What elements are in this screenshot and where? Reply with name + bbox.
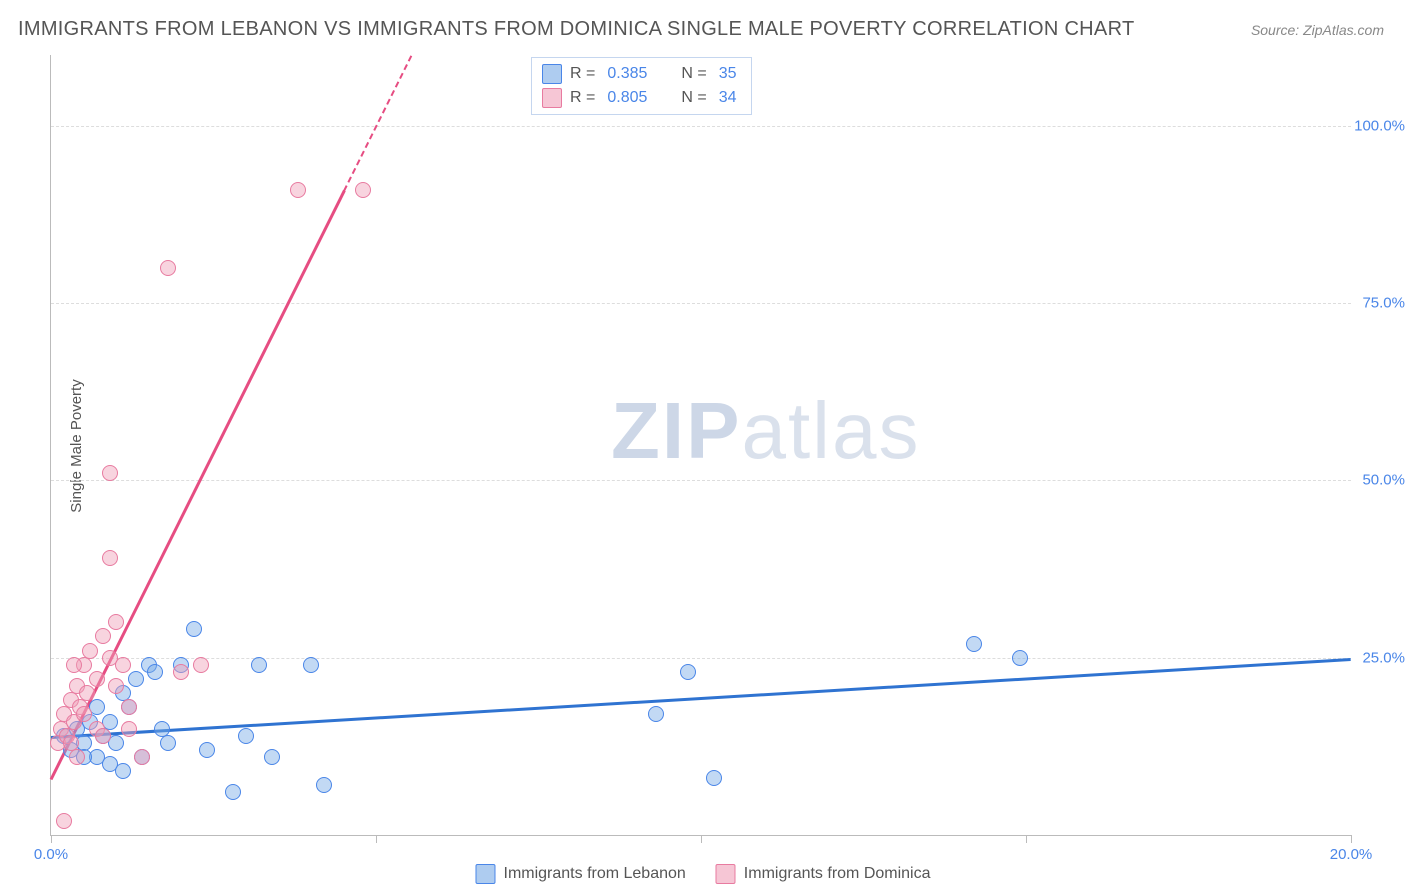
gridline	[51, 126, 1351, 127]
watermark-bold: ZIP	[611, 386, 741, 475]
y-tick-label: 75.0%	[1362, 295, 1405, 312]
data-point	[1012, 650, 1028, 666]
data-point	[102, 465, 118, 481]
data-point	[56, 813, 72, 829]
data-point	[966, 636, 982, 652]
n-label: N =	[681, 89, 706, 107]
x-tick	[1351, 835, 1352, 843]
r-label: R =	[570, 65, 595, 83]
y-tick-label: 25.0%	[1362, 649, 1405, 666]
x-tick	[376, 835, 377, 843]
x-tick	[51, 835, 52, 843]
legend-row-1: R = 0.385 N = 35	[542, 62, 737, 86]
n-value-1: 35	[719, 65, 737, 83]
data-point	[706, 770, 722, 786]
data-point	[66, 657, 82, 673]
source-label: Source:	[1251, 22, 1299, 38]
data-point	[108, 678, 124, 694]
data-point	[173, 664, 189, 680]
data-point	[648, 706, 664, 722]
source-link[interactable]: ZipAtlas.com	[1303, 22, 1384, 38]
source-attribution: Source: ZipAtlas.com	[1251, 22, 1384, 38]
legend-series: Immigrants from Lebanon Immigrants from …	[475, 864, 930, 884]
data-point	[115, 763, 131, 779]
data-point	[290, 182, 306, 198]
legend-swatch-pink	[542, 88, 562, 108]
data-point	[102, 550, 118, 566]
gridline	[51, 480, 1351, 481]
watermark: ZIPatlas	[611, 385, 920, 477]
data-point	[82, 643, 98, 659]
chart-title: IMMIGRANTS FROM LEBANON VS IMMIGRANTS FR…	[18, 18, 1134, 41]
data-point	[79, 685, 95, 701]
data-point	[251, 657, 267, 673]
data-point	[76, 706, 92, 722]
watermark-light: atlas	[741, 386, 920, 475]
gridline	[51, 658, 1351, 659]
r-value-2: 0.805	[607, 89, 647, 107]
legend-swatch-blue	[475, 864, 495, 884]
data-point	[186, 621, 202, 637]
gridline	[51, 303, 1351, 304]
data-point	[128, 671, 144, 687]
data-point	[160, 260, 176, 276]
data-point	[69, 749, 85, 765]
plot-area: ZIPatlas R = 0.385 N = 35 R = 0.805 N = …	[50, 55, 1351, 836]
data-point	[303, 657, 319, 673]
chart-container: IMMIGRANTS FROM LEBANON VS IMMIGRANTS FR…	[0, 0, 1406, 892]
data-point	[225, 784, 241, 800]
legend-swatch-pink	[716, 864, 736, 884]
data-point	[89, 671, 105, 687]
x-tick	[701, 835, 702, 843]
x-tick	[1026, 835, 1027, 843]
data-point	[355, 182, 371, 198]
data-point	[199, 742, 215, 758]
y-tick-label: 50.0%	[1362, 472, 1405, 489]
data-point	[121, 721, 137, 737]
legend-item-lebanon: Immigrants from Lebanon	[475, 864, 685, 884]
data-point	[193, 657, 209, 673]
data-point	[316, 777, 332, 793]
legend-swatch-blue	[542, 64, 562, 84]
data-point	[121, 699, 137, 715]
data-point	[147, 664, 163, 680]
r-value-1: 0.385	[607, 65, 647, 83]
n-label: N =	[681, 65, 706, 83]
data-point	[134, 749, 150, 765]
data-point	[95, 628, 111, 644]
n-value-2: 34	[719, 89, 737, 107]
data-point	[95, 728, 111, 744]
y-tick-label: 100.0%	[1354, 117, 1405, 134]
legend-stats: R = 0.385 N = 35 R = 0.805 N = 34	[531, 57, 752, 115]
regression-line	[51, 658, 1351, 739]
data-point	[680, 664, 696, 680]
x-tick-label: 0.0%	[34, 846, 68, 863]
data-point	[160, 735, 176, 751]
data-point	[238, 728, 254, 744]
data-point	[115, 657, 131, 673]
regression-line	[343, 56, 412, 192]
legend-label: Immigrants from Lebanon	[503, 865, 685, 883]
legend-item-dominica: Immigrants from Dominica	[716, 864, 931, 884]
data-point	[264, 749, 280, 765]
data-point	[108, 614, 124, 630]
r-label: R =	[570, 89, 595, 107]
legend-row-2: R = 0.805 N = 34	[542, 86, 737, 110]
x-tick-label: 20.0%	[1330, 846, 1373, 863]
legend-label: Immigrants from Dominica	[744, 865, 931, 883]
